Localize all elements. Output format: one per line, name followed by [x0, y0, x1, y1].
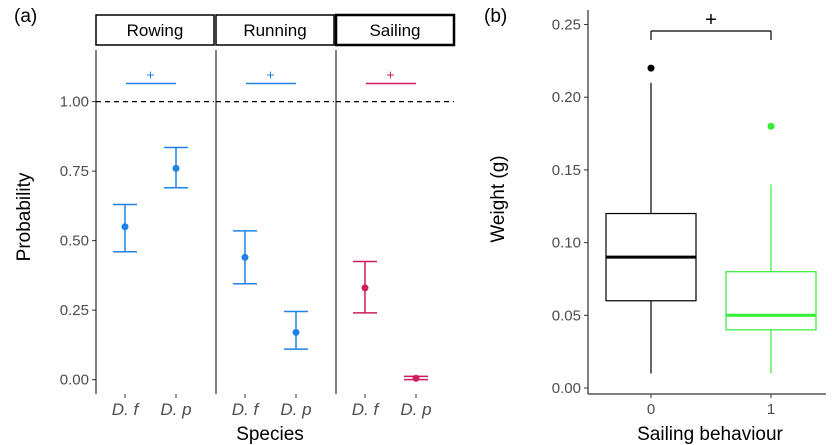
- panel-b-plot-area: 0 1 +: [605, 9, 817, 418]
- panel-b-label: (b): [484, 6, 507, 27]
- data-point: [121, 223, 129, 231]
- facet-strip-label: Rowing: [127, 21, 184, 40]
- facet-strip: [95, 14, 215, 46]
- facet-strip: [215, 14, 335, 46]
- panel-b: (b) Weight (g) Sailing behaviour 0.000.0…: [484, 6, 826, 445]
- x-category-label: 1: [767, 401, 775, 418]
- facet-running: Running + D. f D. p: [215, 14, 335, 419]
- significance-marker: +: [266, 67, 274, 83]
- panel-b-y-tick-label: 0.00: [552, 380, 581, 397]
- x-category-label: D. p: [400, 400, 431, 419]
- data-point: [241, 253, 249, 261]
- x-category-label: D. f: [232, 400, 261, 419]
- outlier-point: [647, 64, 655, 72]
- outlier-point: [767, 122, 775, 130]
- significance-marker: +: [386, 67, 394, 83]
- data-point: [172, 164, 180, 172]
- panel-a-label: (a): [14, 6, 37, 27]
- facet-sailing: Sailing + D. f D. p: [334, 13, 456, 419]
- panel-b-y-axis-title: Weight (g): [488, 155, 509, 242]
- boxplot-0: 0: [605, 64, 697, 418]
- data-point: [292, 328, 300, 336]
- panel-b-y-tick-label: 0.10: [552, 235, 581, 252]
- facet-strip-label: Sailing: [369, 21, 420, 40]
- panel-a-y-tick-label: 1.00: [60, 94, 89, 111]
- x-category-label: D. p: [280, 400, 311, 419]
- panel-a-x-axis-title: Species: [236, 424, 304, 445]
- panel-b-x-axis-title: Sailing behaviour: [637, 424, 783, 445]
- x-category-label: D. f: [112, 400, 141, 419]
- facet-strip-label: Running: [243, 21, 306, 40]
- panel-b-y-tick-label: 0.15: [552, 162, 581, 179]
- panel-a-y-tick-label: 0.00: [60, 372, 89, 389]
- panel-a-y-tick-label: 0.50: [60, 233, 89, 250]
- panel-b-y-tick-label: 0.25: [552, 17, 581, 34]
- significance-bracket: +: [650, 9, 772, 40]
- x-category-label: D. p: [160, 400, 191, 419]
- panel-b-y-tick-label: 0.05: [552, 307, 581, 324]
- panel-a-y-tick-label: 0.75: [60, 163, 89, 180]
- x-category-label: D. f: [352, 400, 381, 419]
- x-category-label: 0: [647, 401, 655, 418]
- box: [725, 271, 817, 331]
- panel-b-y-tick-label: 0.20: [552, 89, 581, 106]
- significance-marker: +: [146, 67, 154, 83]
- panel-b-y-axis: 0.00 0.05 0.10 0.15 0.20 0.25: [552, 10, 826, 397]
- panel-a-y-axis-title: Probability: [14, 172, 35, 261]
- data-point: [412, 374, 420, 382]
- panel-a-y-tick-label: 0.25: [60, 302, 89, 319]
- facet-strip: [334, 13, 456, 47]
- panel-a: (a) Probability Species 0.00 0.25 0.50 0.75…: [14, 6, 456, 445]
- panel-a-facets: Rowing + D. f D. p Running + D. f D. p Sailing + D…: [95, 13, 456, 419]
- significance-marker: +: [705, 9, 717, 31]
- panel-a-y-axis: 0.00 0.25 0.50 0.75 1.00: [60, 94, 96, 389]
- boxplot-1: 1: [725, 122, 817, 418]
- facet-rowing: Rowing + D. f D. p: [95, 14, 215, 419]
- data-point: [361, 284, 369, 292]
